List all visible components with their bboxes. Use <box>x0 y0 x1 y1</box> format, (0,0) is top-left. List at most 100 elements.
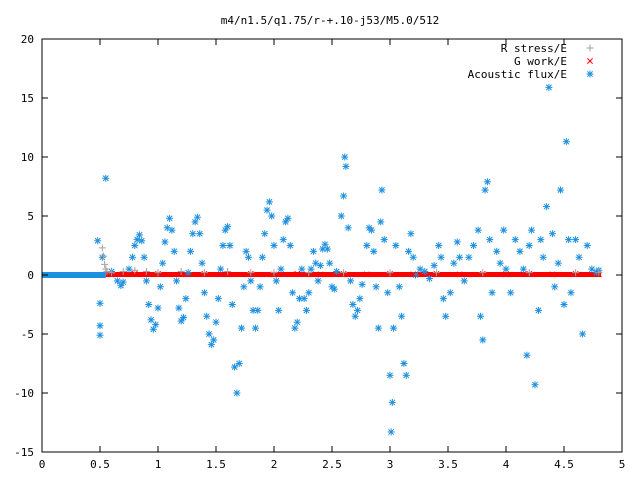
x-tick-label: 0.5 <box>90 458 110 471</box>
acoustic-flux-point <box>437 253 445 261</box>
y-tick-label: -5 <box>21 328 34 341</box>
acoustic-flux-point <box>430 262 438 270</box>
acoustic-flux-point <box>284 214 292 222</box>
g-work-point <box>503 271 509 278</box>
acoustic-flux-point <box>261 230 269 238</box>
acoustic-flux-point <box>282 218 290 226</box>
acoustic-flux-point <box>367 226 375 234</box>
legend-entry-marker <box>586 44 594 52</box>
acoustic-flux-point <box>545 83 553 91</box>
acoustic-flux-point <box>548 230 556 238</box>
acoustic-flux-point <box>182 295 190 303</box>
y-tick-label: -10 <box>14 387 34 400</box>
r-stress-point <box>108 269 116 277</box>
acoustic-flux-point <box>400 360 408 367</box>
x-tick-label: 5 <box>619 458 626 471</box>
acoustic-flux-point <box>154 304 162 312</box>
acoustic-flux-point <box>583 242 591 249</box>
acoustic-flux-point <box>94 237 102 245</box>
acoustic-flux-point <box>258 253 266 261</box>
acoustic-flux-point <box>386 371 394 379</box>
acoustic-flux-point <box>483 178 491 186</box>
acoustic-flux-point <box>370 247 378 255</box>
acoustic-flux-point <box>221 226 229 234</box>
acoustic-flux-point <box>314 277 322 285</box>
acoustic-flux-point <box>442 312 450 320</box>
acoustic-flux-point <box>321 240 329 248</box>
x-tick-label: 1 <box>155 458 162 471</box>
acoustic-flux-point <box>163 224 171 232</box>
acoustic-flux-point <box>409 253 417 261</box>
acoustic-flux-point <box>460 277 468 285</box>
legend-entry-label: G work/E <box>514 55 567 68</box>
y-tick-label: 20 <box>21 33 34 46</box>
acoustic-flux-point <box>392 242 400 249</box>
acoustic-flux-point <box>551 283 559 291</box>
r-stress-point <box>177 267 185 275</box>
acoustic-flux-baseline-band <box>42 272 106 278</box>
y-tick-label: 5 <box>27 210 34 223</box>
acoustic-flux-point <box>450 259 458 267</box>
g-work-point <box>549 271 556 278</box>
acoustic-flux-point <box>486 236 494 244</box>
acoustic-flux-point <box>224 223 232 231</box>
r-stress-point <box>386 269 394 277</box>
acoustic-flux-point <box>330 285 338 293</box>
r-stress-point <box>131 266 139 274</box>
acoustic-flux-point <box>140 253 148 261</box>
acoustic-flux-point <box>377 218 385 226</box>
acoustic-flux-point <box>474 226 482 234</box>
r-stress-point <box>101 260 109 268</box>
acoustic-flux-point <box>212 318 220 326</box>
acoustic-flux-point <box>98 253 106 261</box>
acoustic-flux-point <box>235 360 243 367</box>
acoustic-flux-point <box>565 236 573 244</box>
y-tick-label: 15 <box>21 92 34 105</box>
g-work-point <box>410 271 417 278</box>
acoustic-flux-point <box>387 428 395 436</box>
x-tick-label: 4.5 <box>554 458 574 471</box>
acoustic-flux-point <box>519 265 527 273</box>
acoustic-flux-point <box>347 277 355 285</box>
acoustic-flux-point <box>102 174 110 182</box>
r-stress-point <box>142 267 150 275</box>
r-stress-point <box>98 244 106 252</box>
acoustic-flux-point <box>147 316 155 324</box>
acoustic-flux-point <box>270 242 278 249</box>
acoustic-flux-point <box>170 247 178 255</box>
acoustic-flux-point <box>279 236 287 244</box>
g-work-baseline-band <box>105 272 602 277</box>
legend-entry-marker <box>587 58 593 64</box>
acoustic-flux-point <box>119 278 127 286</box>
g-work-point <box>456 271 463 278</box>
acoustic-flux-point <box>528 226 536 234</box>
acoustic-flux-point <box>272 277 280 285</box>
acoustic-flux-point <box>337 212 345 220</box>
acoustic-flux-point <box>186 247 194 255</box>
g-work-point <box>294 270 301 277</box>
acoustic-flux-point <box>268 212 276 220</box>
acoustic-flux-point <box>177 317 185 325</box>
acoustic-flux-point <box>131 242 139 249</box>
acoustic-flux-point <box>138 237 146 245</box>
acoustic-flux-point <box>481 186 489 194</box>
acoustic-flux-point <box>142 277 150 285</box>
acoustic-flux-point <box>217 265 225 273</box>
acoustic-flux-point <box>405 247 413 255</box>
plot-area <box>42 83 603 436</box>
acoustic-flux-point <box>398 312 406 320</box>
acoustic-flux-point <box>166 214 174 222</box>
acoustic-flux-point <box>286 242 294 249</box>
acoustic-flux-point <box>537 236 545 244</box>
acoustic-flux-point <box>149 325 157 333</box>
acoustic-flux-point <box>96 322 104 330</box>
acoustic-flux-point <box>242 247 250 255</box>
x-tick-label: 2.5 <box>322 458 342 471</box>
acoustic-flux-point <box>407 230 415 238</box>
acoustic-flux-point <box>543 203 551 211</box>
acoustic-flux-point <box>531 381 539 389</box>
r-stress-point <box>572 269 580 277</box>
acoustic-flux-point <box>161 238 169 246</box>
r-stress-point <box>525 269 533 277</box>
